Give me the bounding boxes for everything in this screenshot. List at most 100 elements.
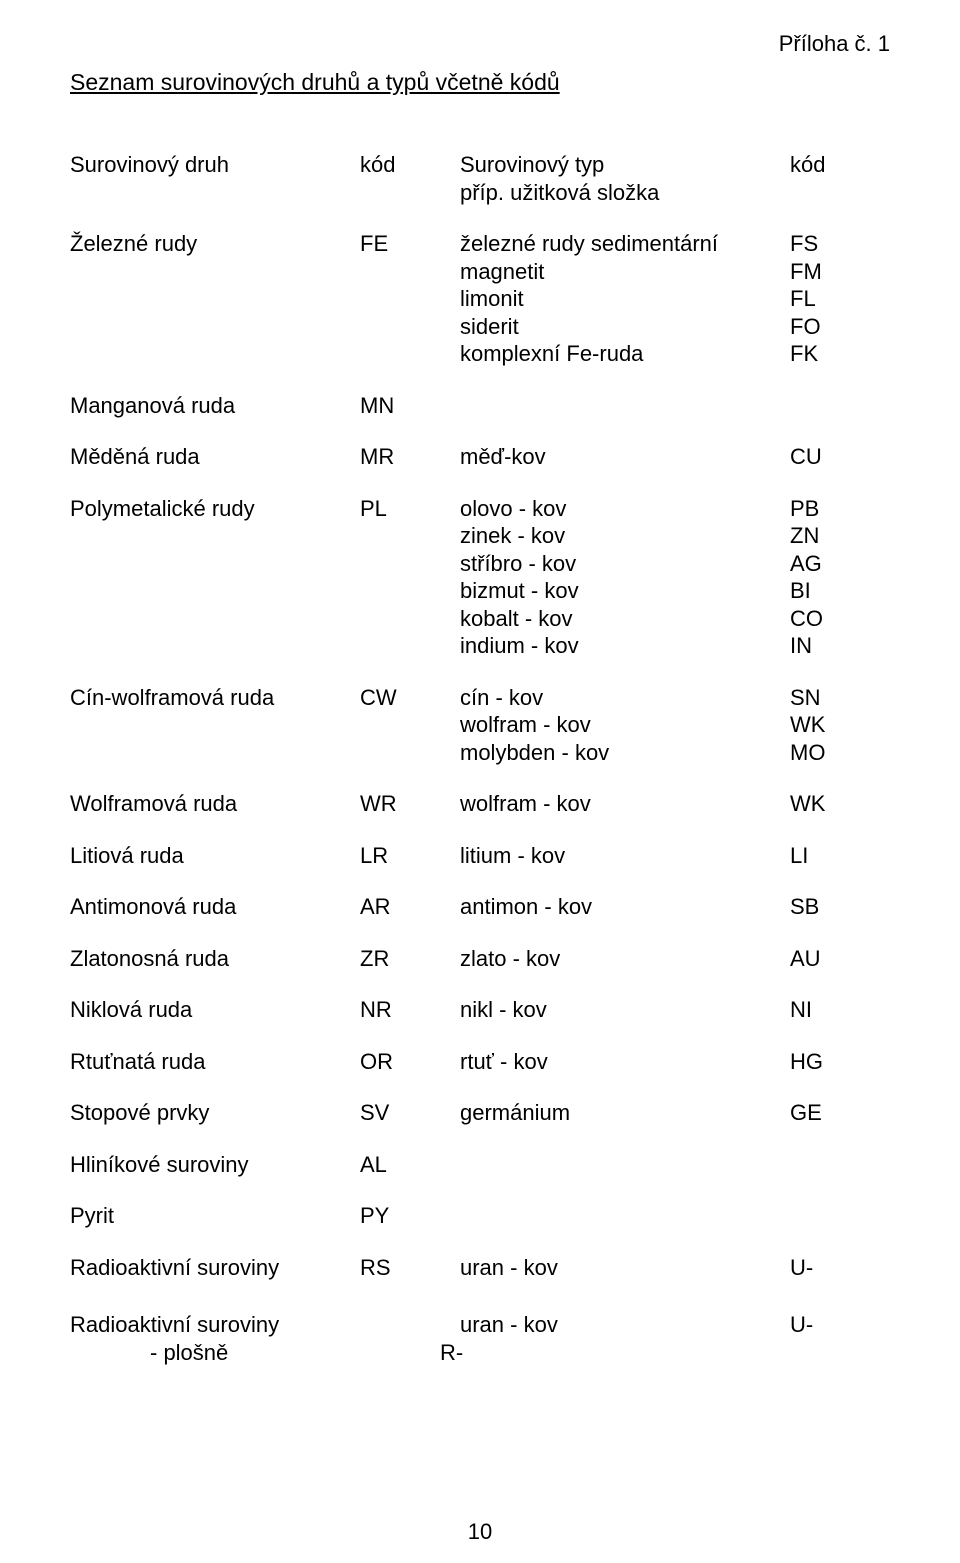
cell-k: CU — [790, 443, 870, 471]
table-row: Polymetalické rudyPLolovo - kovPB — [70, 495, 890, 523]
table-row: sideritFO — [70, 313, 890, 341]
cell-druh: Antimonová ruda — [70, 893, 360, 921]
table-row: PyritPY — [70, 1202, 890, 1230]
cell-typ: magnetit — [460, 258, 790, 286]
cell-k: SB — [790, 893, 870, 921]
cell-typ: rtuť - kov — [460, 1048, 790, 1076]
cell-typ: kobalt - kov — [460, 605, 790, 633]
table-group: Niklová rudaNRnikl - kovNI — [70, 996, 890, 1024]
cell-kod: MR — [360, 443, 460, 471]
cell-kod: AR — [360, 893, 460, 921]
cell-typ: cín - kov — [460, 684, 790, 712]
cell-typ: komplexní Fe-ruda — [460, 340, 790, 368]
cell-typ: bizmut - kov — [460, 577, 790, 605]
table-row: Litiová rudaLRlitium - kovLI — [70, 842, 890, 870]
cell-k: CO — [790, 605, 870, 633]
cell-typ: germánium — [460, 1099, 790, 1127]
cell-k: WK — [790, 790, 870, 818]
table-group: Wolframová rudaWRwolfram - kovWK — [70, 790, 890, 818]
table-row: Zlatonosná rudaZRzlato - kovAU — [70, 945, 890, 973]
cell-k: HG — [790, 1048, 870, 1076]
header-kod1: kód — [360, 151, 460, 179]
cell-k: FM — [790, 258, 870, 286]
table-group: Cín-wolframová rudaCWcín - kovSNwolfram … — [70, 684, 890, 767]
cell-druh: Cín-wolframová ruda — [70, 684, 360, 712]
table-row: molybden - kovMO — [70, 739, 890, 767]
table-group: Manganová rudaMN — [70, 392, 890, 420]
cell-kod: NR — [360, 996, 460, 1024]
table-group: Rtuťnatá rudaORrtuť - kovHG — [70, 1048, 890, 1076]
cell-kod: SV — [360, 1099, 460, 1127]
cell-k: FO — [790, 313, 870, 341]
cell-k: WK — [790, 711, 870, 739]
cell-k: ZN — [790, 522, 870, 550]
cell-kod: PY — [360, 1202, 460, 1230]
main-title: Seznam surovinových druhů a typů včetně … — [70, 68, 890, 97]
cell-kod: WR — [360, 790, 460, 818]
cell-druh: Rtuťnatá ruda — [70, 1048, 360, 1076]
cell-k: BI — [790, 577, 870, 605]
cell-druh: Wolframová ruda — [70, 790, 360, 818]
table-row: limonitFL — [70, 285, 890, 313]
cell-kod: PL — [360, 495, 460, 523]
cell-druh: Litiová ruda — [70, 842, 360, 870]
table-row: Manganová rudaMN — [70, 392, 890, 420]
cell-typ: molybden - kov — [460, 739, 790, 767]
table-row: Měděná rudaMRměď-kovCU — [70, 443, 890, 471]
cell-k: LI — [790, 842, 870, 870]
footer-k: U- — [790, 1311, 870, 1339]
cell-druh: Niklová ruda — [70, 996, 360, 1024]
cell-typ: indium - kov — [460, 632, 790, 660]
cell-k: SN — [790, 684, 870, 712]
header-typ-2: příp. užitková složka — [460, 179, 790, 207]
cell-typ: litium - kov — [460, 842, 790, 870]
table-group: PyritPY — [70, 1202, 890, 1230]
cell-typ: stříbro - kov — [460, 550, 790, 578]
cell-k: IN — [790, 632, 870, 660]
cell-kod: AL — [360, 1151, 460, 1179]
cell-kod: CW — [360, 684, 460, 712]
table-row: Wolframová rudaWRwolfram - kovWK — [70, 790, 890, 818]
cell-druh: Zlatonosná ruda — [70, 945, 360, 973]
cell-druh: Hliníkové suroviny — [70, 1151, 360, 1179]
header-druh: Surovinový druh — [70, 151, 360, 179]
cell-k: NI — [790, 996, 870, 1024]
cell-k: AG — [790, 550, 870, 578]
table-row: komplexní Fe-rudaFK — [70, 340, 890, 368]
table-group: Polymetalické rudyPLolovo - kovPBzinek -… — [70, 495, 890, 660]
cell-typ: wolfram - kov — [460, 711, 790, 739]
cell-k: GE — [790, 1099, 870, 1127]
footer-druh: Radioaktivní suroviny — [70, 1311, 360, 1339]
footer-group: Radioaktivní suroviny uran - kov U- - pl… — [70, 1311, 890, 1366]
cell-kod: LR — [360, 842, 460, 870]
cell-kod: ZR — [360, 945, 460, 973]
cell-kod: RS — [360, 1254, 460, 1282]
cell-k: AU — [790, 945, 870, 973]
cell-k: PB — [790, 495, 870, 523]
cell-typ: nikl - kov — [460, 996, 790, 1024]
table-group: Měděná rudaMRměď-kovCU — [70, 443, 890, 471]
cell-druh: Radioaktivní suroviny — [70, 1254, 360, 1282]
table-row: magnetitFM — [70, 258, 890, 286]
table-row: Železné rudyFEželezné rudy sedimentárníF… — [70, 230, 890, 258]
table-row: Rtuťnatá rudaORrtuť - kovHG — [70, 1048, 890, 1076]
footer-sub: - plošně — [70, 1339, 440, 1367]
cell-typ: železné rudy sedimentární — [460, 230, 790, 258]
table-group: Litiová rudaLRlitium - kovLI — [70, 842, 890, 870]
cell-typ: měď-kov — [460, 443, 790, 471]
table-row: Radioaktivní surovinyRSuran - kovU- — [70, 1254, 890, 1282]
cell-typ: olovo - kov — [460, 495, 790, 523]
table-header: Surovinový druh kód Surovinový typ kód p… — [70, 151, 890, 206]
cell-k: FK — [790, 340, 870, 368]
cell-druh: Pyrit — [70, 1202, 360, 1230]
footer-kod: R- — [440, 1339, 540, 1367]
cell-k: U- — [790, 1254, 870, 1282]
table-row: stříbro - kovAG — [70, 550, 890, 578]
cell-druh: Polymetalické rudy — [70, 495, 360, 523]
cell-typ: antimon - kov — [460, 893, 790, 921]
table-row: Antimonová rudaARantimon - kovSB — [70, 893, 890, 921]
table-group: Antimonová rudaARantimon - kovSB — [70, 893, 890, 921]
cell-k: FL — [790, 285, 870, 313]
table-group: Hliníkové surovinyAL — [70, 1151, 890, 1179]
table-row: indium - kovIN — [70, 632, 890, 660]
